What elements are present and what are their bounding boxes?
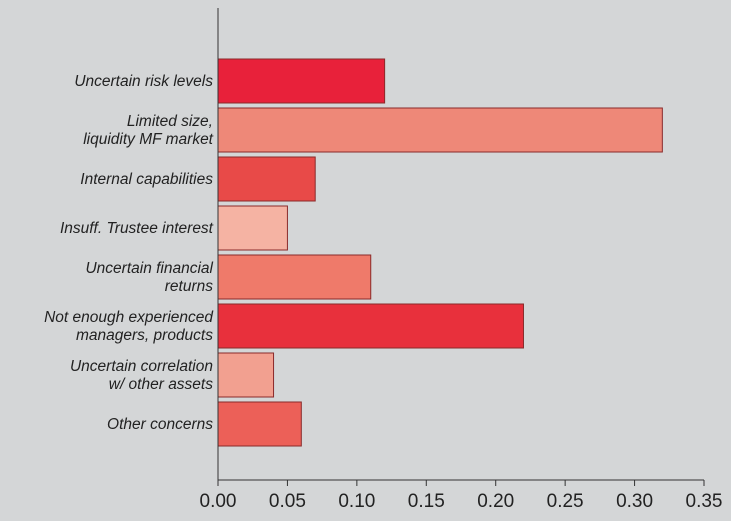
bar-1 <box>217 58 386 104</box>
category-label-7: Uncertain correlation w/ other assets <box>70 358 213 393</box>
x-tick-label: 0.30 <box>616 491 653 512</box>
bar-8 <box>217 401 302 447</box>
category-label-2: Limited size, liquidity MF market <box>83 113 213 148</box>
x-ticks: 0.00 0.05 0.10 0.15 0.20 0.25 0.30 0.35 <box>200 480 723 512</box>
category-label-6: Not enough experienced managers, products <box>44 309 214 344</box>
bar-3 <box>217 156 316 202</box>
category-label-line: managers, products <box>76 327 213 344</box>
x-tick-label: 0.35 <box>686 491 723 512</box>
bar-2 <box>217 107 663 153</box>
bars-layer <box>217 58 663 447</box>
category-label-line: Limited size, <box>127 113 213 130</box>
bar-5 <box>217 254 372 300</box>
category-label-line: Uncertain risk levels <box>74 73 213 90</box>
x-tick-label: 0.00 <box>200 491 237 512</box>
category-label-5: Uncertain financial returns <box>85 260 213 295</box>
x-tick-label: 0.20 <box>477 491 514 512</box>
category-labels: Uncertain risk levels Limited size, liquid… <box>44 73 214 433</box>
bar-4 <box>217 205 288 251</box>
category-label-line: Insuff. Trustee interest <box>60 220 214 237</box>
category-label-line: Other concerns <box>107 416 213 433</box>
category-label-4: Insuff. Trustee interest <box>60 220 214 237</box>
category-label-line: liquidity MF market <box>83 131 213 148</box>
category-label-line: returns <box>165 278 213 295</box>
x-tick-label: 0.25 <box>547 491 584 512</box>
category-label-line: Uncertain financial <box>85 260 213 277</box>
category-label-line: Internal capabilities <box>80 171 213 188</box>
bar-7 <box>217 352 275 398</box>
category-label-8: Other concerns <box>107 416 213 433</box>
category-label-line: Not enough experienced <box>44 309 214 326</box>
bar-6 <box>217 303 524 349</box>
category-label-line: Uncertain correlation <box>70 358 213 375</box>
category-label-3: Internal capabilities <box>80 171 213 188</box>
category-label-line: w/ other assets <box>109 376 213 393</box>
category-label-1: Uncertain risk levels <box>74 73 213 90</box>
x-tick-label: 0.15 <box>408 491 445 512</box>
x-tick-label: 0.05 <box>269 491 306 512</box>
x-tick-label: 0.10 <box>338 491 375 512</box>
